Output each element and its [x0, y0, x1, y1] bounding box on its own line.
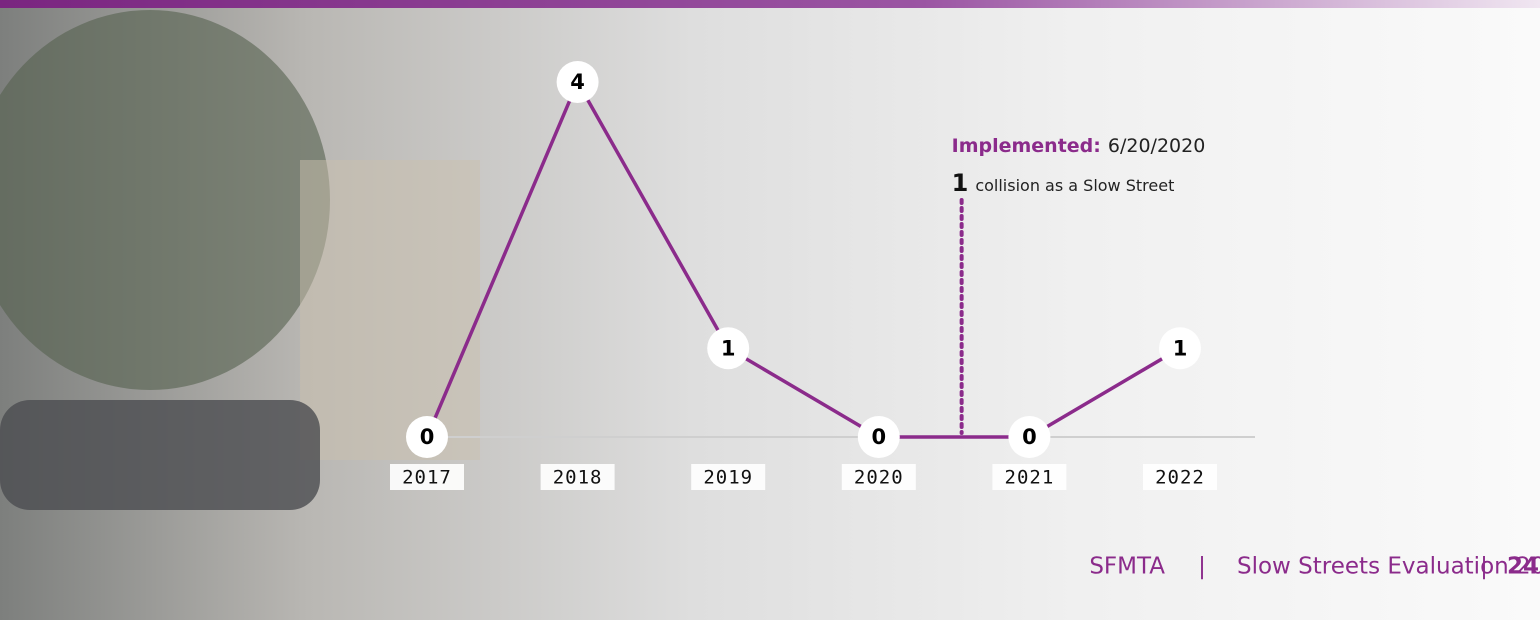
data-label: 0: [871, 425, 886, 449]
footer-org: SFMTA: [1089, 554, 1165, 580]
annotation-label: Implemented:: [952, 135, 1101, 157]
data-label: 1: [1173, 336, 1188, 360]
data-label: 0: [1022, 425, 1037, 449]
building: [300, 160, 480, 460]
data-label: 1: [721, 336, 736, 360]
data-label: 4: [570, 70, 585, 94]
x-tick-label: 2020: [854, 467, 904, 489]
x-tick-label: 2021: [1005, 467, 1055, 489]
footer-page: 24: [1507, 554, 1539, 580]
car: [0, 400, 320, 510]
annotation-text: collision as a Slow Street: [975, 176, 1174, 195]
page: Implemented: 6/20/2020 1 collision as a Slo…: [0, 0, 1540, 620]
x-tick-label: 2017: [402, 467, 452, 489]
annotation-heading: Implemented: 6/20/2020: [952, 135, 1206, 157]
header-band: [0, 0, 1540, 8]
x-tick-label: 2019: [703, 467, 753, 489]
x-tick-label: 2022: [1155, 467, 1205, 489]
footer-separator: |: [1198, 554, 1206, 580]
footer-title: Slow Streets Evaluation 2023: [1237, 554, 1540, 580]
annotation-date: 6/20/2020: [1108, 135, 1205, 157]
annotation-count: 1: [952, 169, 969, 197]
data-label: 0: [420, 425, 435, 449]
x-tick-label: 2018: [553, 467, 603, 489]
footer-separator: |: [1480, 554, 1488, 580]
